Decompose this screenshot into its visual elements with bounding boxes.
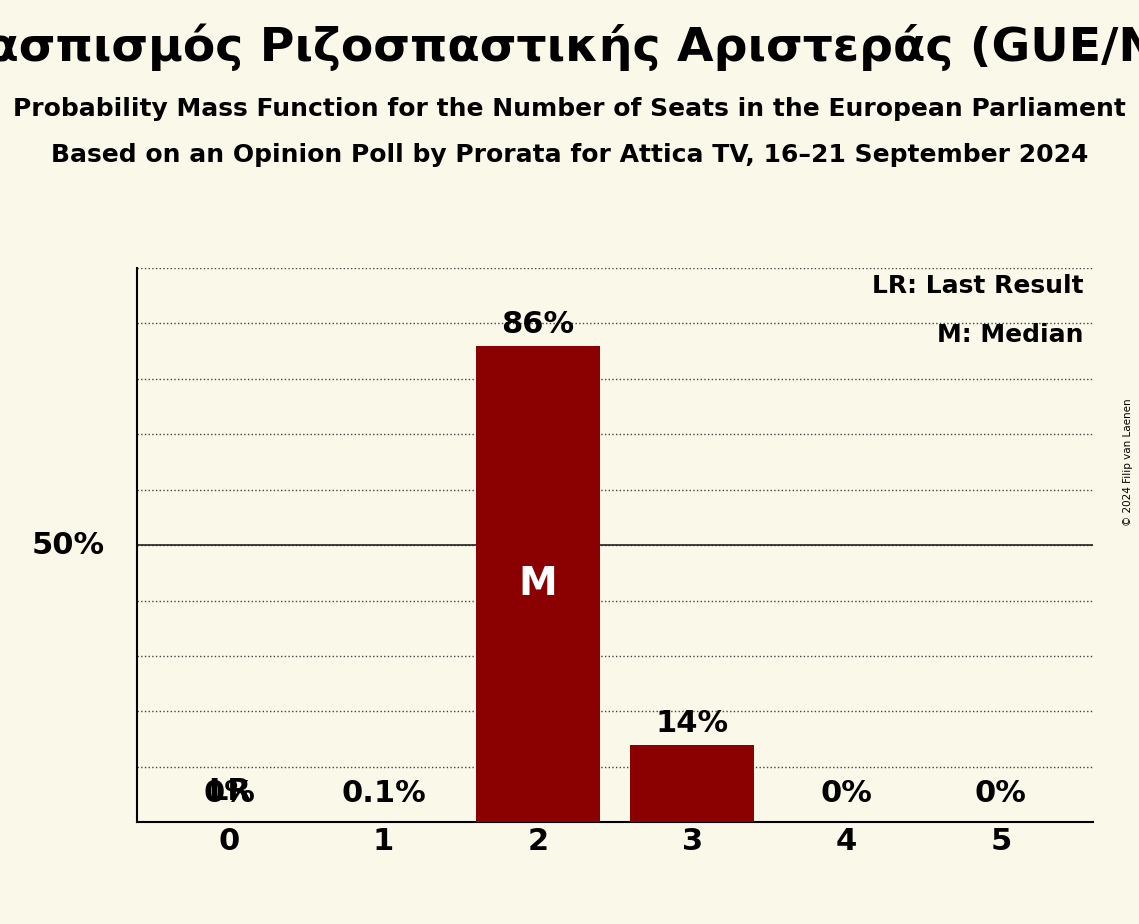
Text: 50%: 50% xyxy=(32,530,105,560)
Text: 0%: 0% xyxy=(820,780,872,808)
Text: LR: LR xyxy=(207,777,251,807)
Text: Probability Mass Function for the Number of Seats in the European Parliament: Probability Mass Function for the Number… xyxy=(13,97,1126,121)
Text: LR: Last Result: LR: Last Result xyxy=(872,274,1084,298)
Text: 0%: 0% xyxy=(975,780,1026,808)
Text: 86%: 86% xyxy=(501,310,574,339)
Text: M: Median: M: Median xyxy=(937,323,1084,347)
Text: M: M xyxy=(518,565,557,603)
Text: 0%: 0% xyxy=(204,780,255,808)
Text: 0.1%: 0.1% xyxy=(342,780,426,808)
Text: © 2024 Filip van Laenen: © 2024 Filip van Laenen xyxy=(1123,398,1133,526)
Text: Συνασπισμός Ριζοσπαστικής Αριστεράς (GUE/NGL): Συνασπισμός Ριζοσπαστικής Αριστεράς (GUE… xyxy=(0,23,1139,70)
Bar xyxy=(631,745,754,822)
Text: Based on an Opinion Poll by Prorata for Attica TV, 16–21 September 2024: Based on an Opinion Poll by Prorata for … xyxy=(51,143,1088,167)
Bar xyxy=(476,346,599,822)
Text: 14%: 14% xyxy=(656,709,729,738)
